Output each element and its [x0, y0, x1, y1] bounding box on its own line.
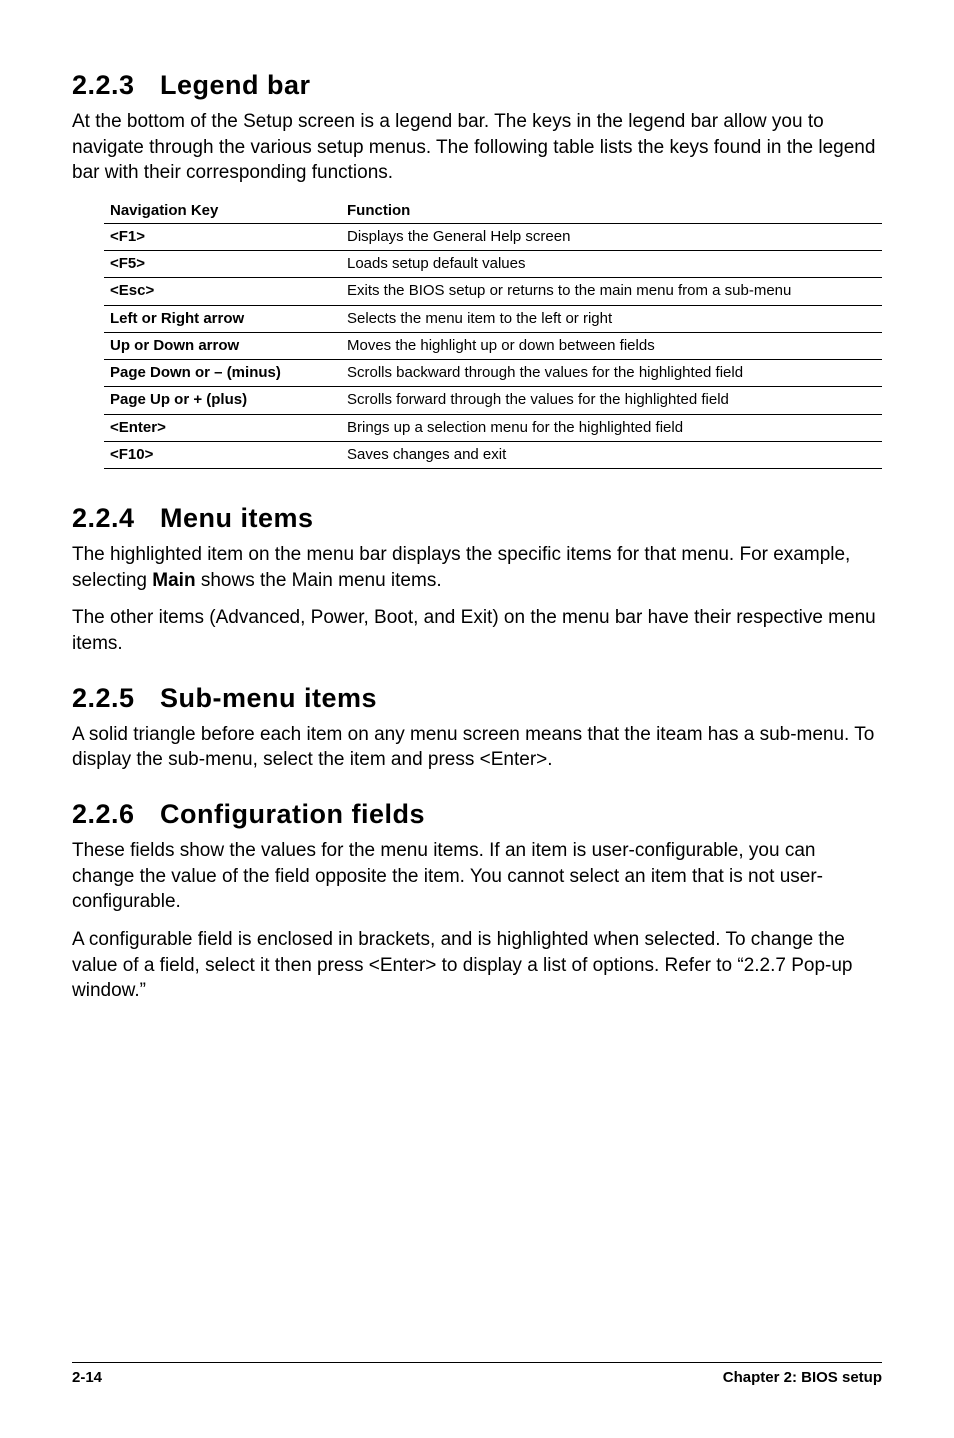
heading-title: Legend bar: [160, 70, 311, 100]
nav-function: Saves changes and exit: [341, 441, 882, 468]
heading-number: 2.2.5: [72, 683, 160, 714]
nav-function: Selects the menu item to the left or rig…: [341, 305, 882, 332]
nav-key: <Enter>: [104, 414, 341, 441]
nav-function: Displays the General Help screen: [341, 223, 882, 250]
table-row: <F1> Displays the General Help screen: [104, 223, 882, 250]
table-row: <F10> Saves changes and exit: [104, 441, 882, 468]
table-row: Page Up or + (plus) Scrolls forward thro…: [104, 387, 882, 414]
nav-key: Up or Down arrow: [104, 332, 341, 359]
table-row: Up or Down arrow Moves the highlight up …: [104, 332, 882, 359]
nav-key: Page Up or + (plus): [104, 387, 341, 414]
sub-menu-para: A solid triangle before each item on any…: [72, 722, 882, 773]
nav-key: <F1>: [104, 223, 341, 250]
heading-number: 2.2.3: [72, 70, 160, 101]
table-header-key: Navigation Key: [104, 198, 341, 224]
nav-function: Scrolls forward through the values for t…: [341, 387, 882, 414]
menu-items-para1: The highlighted item on the menu bar dis…: [72, 542, 882, 593]
table-header-row: Navigation Key Function: [104, 198, 882, 224]
footer-page-number: 2-14: [72, 1369, 102, 1386]
nav-function: Scrolls backward through the values for …: [341, 360, 882, 387]
legend-bar-description: At the bottom of the Setup screen is a l…: [72, 109, 882, 186]
table-header-function: Function: [341, 198, 882, 224]
text-post: shows the Main menu items.: [196, 570, 442, 591]
table-row: Page Down or – (minus) Scrolls backward …: [104, 360, 882, 387]
page-footer: 2-14 Chapter 2: BIOS setup: [72, 1362, 882, 1386]
heading-sub-menu: 2.2.5Sub-menu items: [72, 683, 882, 714]
heading-menu-items: 2.2.4Menu items: [72, 503, 882, 534]
table-row: <F5> Loads setup default values: [104, 251, 882, 278]
heading-number: 2.2.6: [72, 799, 160, 830]
config-para1: These fields show the values for the men…: [72, 838, 882, 915]
nav-key: Page Down or – (minus): [104, 360, 341, 387]
nav-key: <Esc>: [104, 278, 341, 305]
nav-key: Left or Right arrow: [104, 305, 341, 332]
config-para2: A configurable field is enclosed in brac…: [72, 927, 882, 1004]
heading-legend-bar: 2.2.3Legend bar: [72, 70, 882, 101]
page: 2.2.3Legend bar At the bottom of the Set…: [0, 0, 954, 1438]
navigation-key-table: Navigation Key Function <F1> Displays th…: [104, 198, 882, 469]
nav-function: Brings up a selection menu for the highl…: [341, 414, 882, 441]
footer-chapter-title: Chapter 2: BIOS setup: [723, 1369, 882, 1386]
heading-title: Sub-menu items: [160, 683, 377, 713]
heading-title: Menu items: [160, 503, 314, 533]
nav-key: <F5>: [104, 251, 341, 278]
heading-number: 2.2.4: [72, 503, 160, 534]
heading-title: Configuration fields: [160, 799, 425, 829]
nav-function: Exits the BIOS setup or returns to the m…: [341, 278, 882, 305]
menu-items-para2: The other items (Advanced, Power, Boot, …: [72, 605, 882, 656]
nav-function: Moves the highlight up or down between f…: [341, 332, 882, 359]
text-bold-main: Main: [152, 570, 195, 591]
nav-function: Loads setup default values: [341, 251, 882, 278]
heading-config-fields: 2.2.6Configuration fields: [72, 799, 882, 830]
table-row: <Enter> Brings up a selection menu for t…: [104, 414, 882, 441]
table-row: <Esc> Exits the BIOS setup or returns to…: [104, 278, 882, 305]
nav-key: <F10>: [104, 441, 341, 468]
table-row: Left or Right arrow Selects the menu ite…: [104, 305, 882, 332]
